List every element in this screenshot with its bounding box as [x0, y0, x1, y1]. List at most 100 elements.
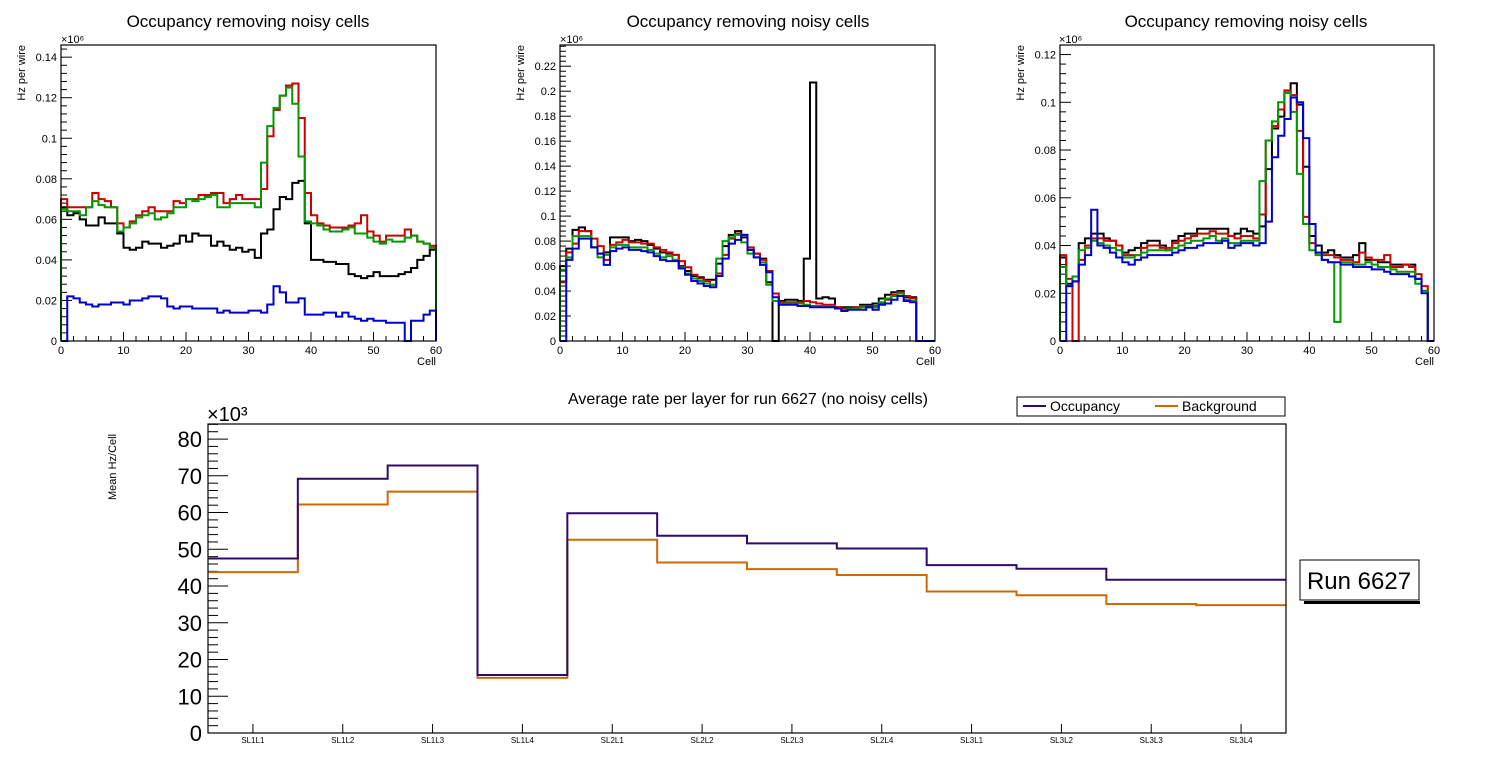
- series-black-line: [1059, 82, 1434, 342]
- legend: Occupancy Background: [1016, 396, 1286, 417]
- x-category-label: SL2L2: [691, 736, 715, 745]
- plot-frame: [60, 44, 437, 342]
- x-tick-label: 30: [1241, 345, 1253, 357]
- y-tick-label: 0.06: [1035, 193, 1056, 205]
- legend-label-background: Background: [1182, 398, 1257, 414]
- x-tick-label: 30: [741, 345, 753, 357]
- x-tick-label: 50: [866, 345, 878, 357]
- y-tick-label: 0.12: [36, 93, 57, 105]
- y-multiplier-label: ×10³: [207, 404, 248, 426]
- series-blue-line: [560, 233, 935, 342]
- x-tick-label: 20: [180, 345, 192, 357]
- y-tick-label: 0.04: [36, 255, 57, 267]
- y-tick-label: 50: [178, 537, 202, 562]
- x-category-label: SL1L1: [241, 736, 265, 745]
- plot-frame: [207, 423, 1287, 734]
- y-tick-label: 0.16: [535, 136, 556, 148]
- x-axis-title: Cell: [1415, 356, 1434, 368]
- x-tick-label: 20: [1179, 345, 1191, 357]
- annotation-shadow: [1304, 601, 1420, 604]
- y-tick-label: 0.1: [1041, 97, 1056, 109]
- plot-frame: [559, 44, 936, 342]
- occupancy-plot-2: Occupancy removing noisy cells ×10⁶ Hz p…: [515, 12, 941, 368]
- series-group: [1059, 82, 1434, 342]
- y-tick-label: 0.12: [535, 186, 556, 198]
- y-multiplier-label: ×10⁶: [1059, 34, 1082, 46]
- x-tick-label: 0: [58, 345, 64, 357]
- legend-label-occupancy: Occupancy: [1050, 398, 1120, 414]
- y-tick-label: 0.06: [36, 214, 57, 226]
- y-tick-label: 30: [178, 611, 202, 636]
- series-group: [559, 81, 935, 342]
- plot-frame: [1059, 44, 1435, 342]
- x-tick-label: 10: [616, 345, 628, 357]
- y-tick-label: 0.12: [1035, 50, 1056, 62]
- series-green-line: [1059, 91, 1434, 342]
- series-blue-line: [61, 285, 437, 342]
- x-tick-label: 40: [305, 345, 317, 357]
- series-black-line: [60, 179, 437, 341]
- y-tick-label: 0.1: [541, 211, 556, 223]
- y-tick-label: 60: [178, 501, 202, 526]
- y-tick-label: 0: [550, 336, 556, 348]
- series-group: [60, 82, 437, 342]
- x-category-label: SL3L2: [1050, 736, 1074, 745]
- annotation-text: Run 6627: [1307, 568, 1411, 595]
- x-axis-title: Cell: [916, 356, 935, 368]
- series-background-line: [208, 490, 1286, 679]
- y-tick-label: 0.02: [36, 295, 57, 307]
- legend-box: [1016, 396, 1286, 417]
- y-multiplier-label: ×10⁶: [560, 34, 583, 46]
- y-tick-label: 0.02: [535, 311, 556, 323]
- plot-title: Average rate per layer for run 6627 (no …: [568, 391, 928, 408]
- y-tick-label: 0.04: [1035, 241, 1056, 253]
- plot-title: Occupancy removing noisy cells: [627, 12, 870, 31]
- x-tick-label: 50: [367, 345, 379, 357]
- annotation-box: [1299, 559, 1420, 601]
- series-blue-line: [1060, 96, 1434, 342]
- series-black-line: [559, 81, 935, 342]
- y-tick-label: 0.2: [541, 86, 556, 98]
- x-tick-label: 10: [117, 345, 129, 357]
- series-green-line: [60, 86, 437, 341]
- axis-ticks: 0 0.02 0.04 0.06 0.08 0.1 0.12 0.14 0.16 0.18 0.2 0…: [535, 45, 941, 357]
- y-multiplier-label: ×10⁶: [61, 34, 84, 46]
- x-tick-label: 30: [242, 345, 254, 357]
- y-tick-label: 40: [178, 574, 202, 599]
- y-tick-label: 0.14: [36, 52, 57, 64]
- average-rate-plot: Average rate per layer for run 6627 (no …: [107, 391, 1420, 746]
- series-occupancy-line: [208, 464, 1286, 676]
- y-axis-title: Hz per wire: [515, 45, 527, 101]
- axis-ticks: 0 0.02 0.04 0.06 0.08 0.1 0.12 0.14 0 10 20 30 40 50 6…: [36, 48, 442, 357]
- y-tick-label: 0.14: [535, 161, 556, 173]
- y-tick-label: 0.22: [535, 61, 556, 73]
- y-tick-label: 80: [178, 427, 202, 452]
- series-group: [208, 464, 1286, 679]
- occupancy-plot-1: Occupancy removing noisy cells ×10⁶ Hz p…: [16, 12, 442, 368]
- y-tick-label: 0: [51, 336, 57, 348]
- x-tick-label: 20: [679, 345, 691, 357]
- plot-title: Occupancy removing noisy cells: [127, 12, 370, 31]
- y-tick-label: 0.18: [535, 111, 556, 123]
- y-tick-label: 0.04: [535, 286, 556, 298]
- y-tick-label: 0.08: [36, 174, 57, 186]
- series-red-line: [1059, 89, 1434, 342]
- x-tick-label: 60: [929, 345, 941, 357]
- x-category-label: SL2L1: [601, 736, 625, 745]
- y-tick-label: 0.08: [535, 236, 556, 248]
- x-category-label: SL3L4: [1230, 736, 1254, 745]
- x-category-label: SL2L4: [870, 736, 894, 745]
- run-annotation: Run 6627: [1299, 559, 1420, 604]
- x-tick-label: 60: [430, 345, 442, 357]
- plot-title: Occupancy removing noisy cells: [1125, 12, 1368, 31]
- x-category-label: SL2L3: [780, 736, 804, 745]
- y-tick-label: 0.1: [42, 133, 57, 145]
- x-category-label: SL3L1: [960, 736, 984, 745]
- x-tick-label: 10: [1116, 345, 1128, 357]
- x-category-label: SL1L2: [331, 736, 355, 745]
- y-tick-label: 20: [178, 648, 202, 673]
- y-axis-title: Mean Hz/Cell: [107, 434, 119, 500]
- x-tick-label: 50: [1366, 345, 1378, 357]
- x-tick-label: 0: [1057, 345, 1063, 357]
